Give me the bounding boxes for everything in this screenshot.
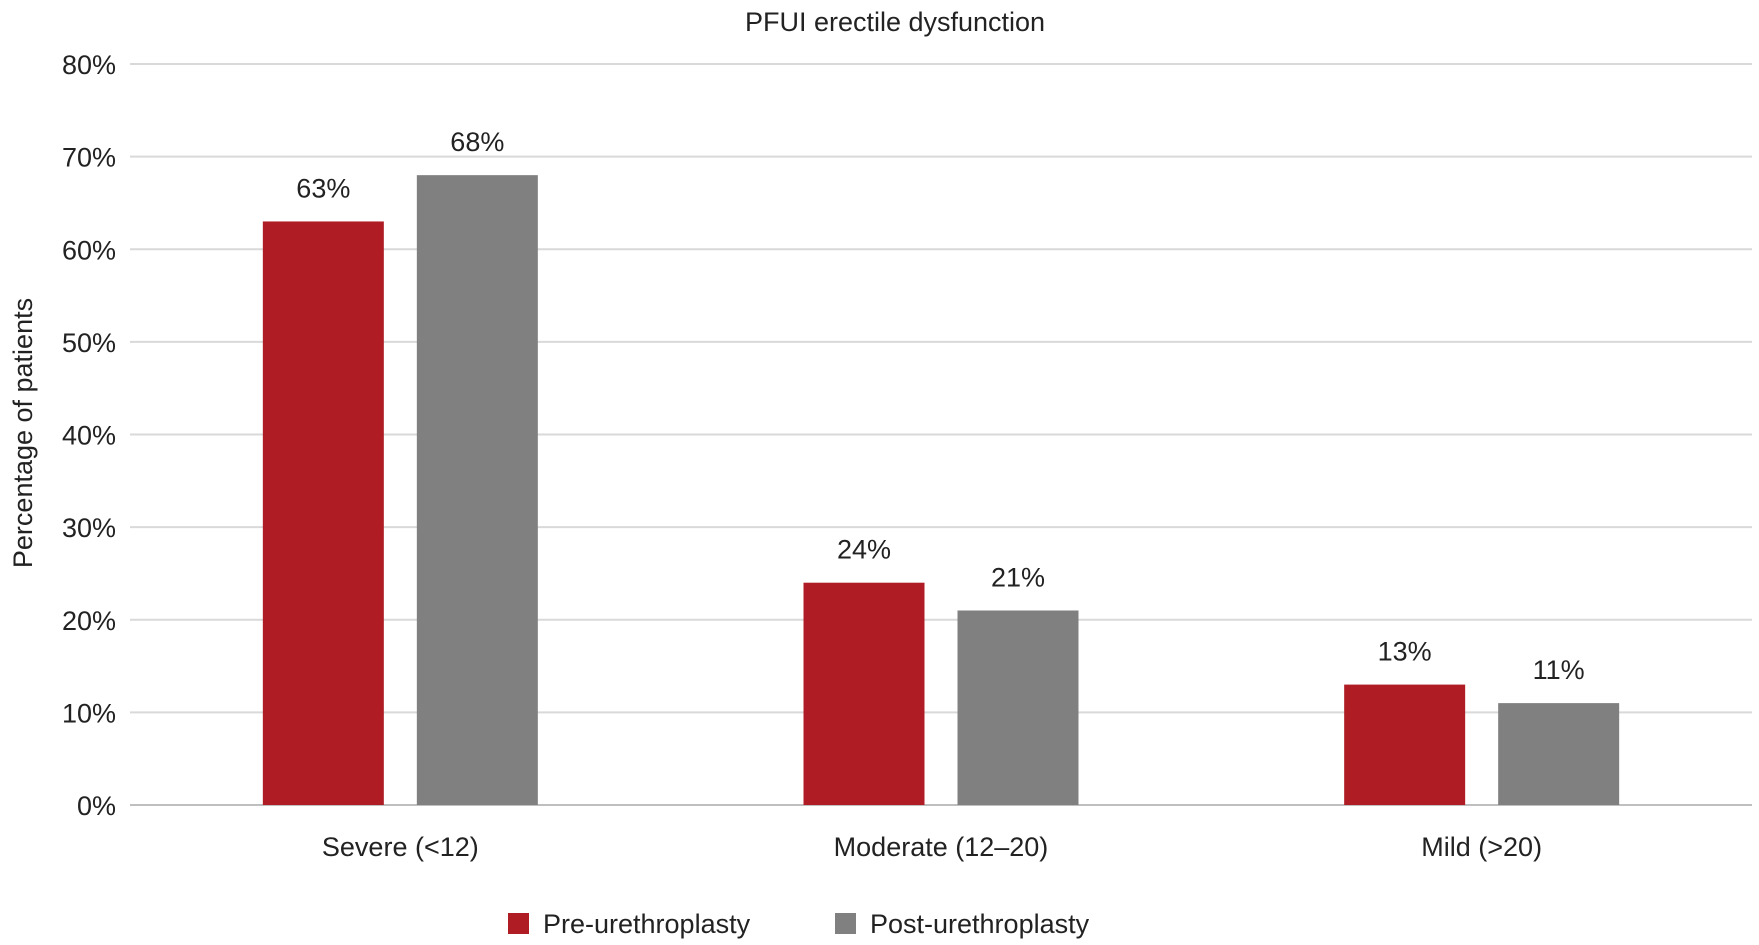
data-label: 24% [837, 535, 891, 565]
legend-item-post: Post-urethroplasty [835, 909, 1090, 939]
bar-pre-1 [803, 582, 925, 805]
legend: Pre-urethroplasty Post-urethroplasty [508, 909, 1090, 939]
data-label: 68% [450, 127, 504, 157]
y-tick-label: 10% [62, 698, 116, 728]
data-label: 11% [1533, 655, 1585, 685]
legend-item-pre: Pre-urethroplasty [508, 909, 751, 939]
y-tick-label: 40% [62, 421, 116, 451]
bar-pre-2 [1344, 684, 1466, 805]
legend-swatch [835, 913, 856, 934]
legend-swatch [508, 913, 529, 934]
x-axis-categories: Severe (<12) Moderate (12–20) Mild (>20) [322, 832, 1542, 862]
y-tick-label: 20% [62, 606, 116, 636]
y-tick-label: 0% [77, 791, 116, 821]
bar-post-1 [957, 610, 1079, 805]
chart-title: PFUI erectile dysfunction [745, 7, 1045, 37]
gridlines [130, 63, 1752, 806]
x-category-label: Mild (>20) [1421, 832, 1542, 862]
data-label: 63% [296, 173, 350, 203]
legend-label: Pre-urethroplasty [543, 909, 751, 939]
bar-post-2 [1498, 703, 1620, 805]
x-category-label: Moderate (12–20) [834, 832, 1049, 862]
y-axis-label: Percentage of patients [8, 298, 38, 568]
data-labels: 63% 68% 24% 21% 13% 11% [296, 127, 1584, 685]
data-label: 13% [1378, 637, 1432, 667]
x-category-label: Severe (<12) [322, 832, 479, 862]
y-tick-label: 80% [62, 50, 116, 80]
y-tick-label: 30% [62, 513, 116, 543]
legend-label: Post-urethroplasty [870, 909, 1090, 939]
data-label: 21% [991, 562, 1045, 592]
bars [262, 175, 1620, 805]
y-tick-label: 50% [62, 328, 116, 358]
y-axis-ticks: 0% 10% 20% 30% 40% 50% 60% 70% 80% [62, 50, 116, 821]
y-tick-label: 60% [62, 235, 116, 265]
bar-pre-0 [262, 221, 384, 805]
y-tick-label: 70% [62, 143, 116, 173]
bar-post-0 [416, 175, 538, 805]
